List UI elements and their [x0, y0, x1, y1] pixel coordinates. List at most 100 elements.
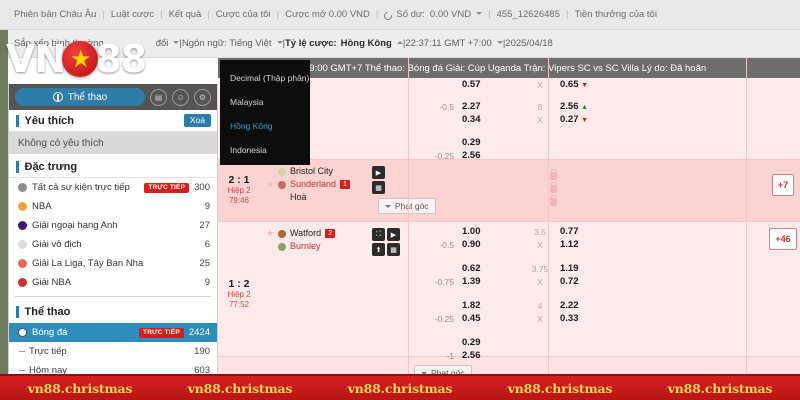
sidebar-item-today[interactable]: Hôm nay 603 [9, 361, 217, 379]
more-markets-cell[interactable]: +7 [766, 160, 800, 209]
odd-away[interactable]: 2.56 ▲ [560, 101, 589, 112]
corner-bets-button[interactable]: Phạt góc [378, 198, 436, 214]
more-markets-badge[interactable]: +46 [769, 228, 797, 250]
sidebar-item-live[interactable]: Trực tiếp 190 [9, 342, 217, 361]
odds-line[interactable]: -0.25 0.45 X 0.33 [408, 312, 698, 325]
odds-line[interactable]: 0.34 X 0.27 ▼ [408, 113, 698, 126]
match-row[interactable]: 2 : 1 Hiệp 2 79:46 Bristol City ★ Sunder… [218, 160, 800, 222]
odd-home[interactable]: 0.29 [462, 137, 481, 148]
sidebar-header: Thể thao ▤ ☺ ⚙ [9, 84, 217, 110]
handicap: -0.5 [439, 239, 454, 250]
odds-line[interactable]: -0.25 2.56 [408, 149, 698, 162]
odd-home[interactable]: 0.90 [462, 239, 481, 250]
odds-format-value[interactable]: Hồng Kông [340, 38, 392, 49]
sidebar-item-football[interactable]: Bóng đá TRỰC TIẾP 2424 [9, 323, 217, 342]
promo-text: vn88.christmas [667, 380, 773, 396]
link-results[interactable]: Kết quả [168, 9, 202, 20]
sidebar-item-nba-league[interactable]: Giải NBA 9 [9, 273, 217, 292]
stats-matrix-icon[interactable]: ▦ [372, 181, 385, 194]
odd-home[interactable]: 0.57 [462, 79, 481, 90]
odds-line[interactable]: -0.75 1.39 X 0.72 [408, 275, 698, 288]
sort-label[interactable]: Sắp xếp bình thường [14, 38, 104, 49]
odd-home[interactable]: 1.00 [462, 226, 481, 237]
odds-line[interactable]: 0.62 3.75 1.19 [408, 262, 698, 275]
match-media-buttons[interactable]: ⛶ ▶ ⬆ ▦ [372, 228, 402, 256]
odd-away[interactable]: 1.19 [560, 263, 579, 274]
chevron-down-icon[interactable] [476, 12, 483, 15]
dropdown-option-indonesia[interactable]: Indonesia [230, 145, 267, 155]
odd-home[interactable]: 0.34 [462, 114, 481, 125]
link-my-bonus[interactable]: Tiền thưởng của tôi [574, 9, 657, 20]
odds-line[interactable]: 0.29 [408, 336, 698, 349]
favourite-star-icon[interactable]: ★ [266, 179, 275, 189]
stats-matrix-icon[interactable]: ▦ [387, 243, 400, 256]
odds-line[interactable]: -0.5 0.90 X 1.12 [408, 238, 698, 251]
odd-home[interactable]: 0.62 [462, 263, 481, 274]
chevron-down-icon[interactable] [496, 41, 503, 44]
odds-line[interactable]: 0.57 X 0.65 ▼ [408, 78, 698, 91]
odd-away[interactable]: 0.27 ▼ [560, 114, 589, 125]
odds-format-dropdown[interactable]: Decimal (Thập phân) Malaysia Hồng Kông I… [220, 60, 310, 165]
odd-home[interactable]: 2.27 [462, 101, 481, 112]
sidebar-item-la-liga[interactable]: Giải La Liga, Tây Ban Nha 25 [9, 254, 217, 273]
odd-away[interactable]: 2.22 [560, 300, 579, 311]
odd-away[interactable]: 0.33 [560, 313, 579, 324]
match-row[interactable]: 1 : 2 Hiệp 2 77:52 ★ Watford 2 Burnley ⛶ [218, 222, 800, 376]
link-my-bets[interactable]: Cược của tôi [215, 9, 271, 20]
animation-icon[interactable]: ⬆ [372, 243, 385, 256]
more-markets-cell[interactable]: +46 [766, 222, 800, 376]
sidebar-item-all-live[interactable]: Tất cả sự kiện trực tiếp TRỰC TIẾP 300 [9, 178, 217, 197]
clear-favourites-button[interactable]: Xoá [183, 114, 211, 127]
odds-line[interactable]: -0.5 2.27 8 2.56 ▲ [408, 100, 698, 113]
person-icon[interactable]: ☺ [172, 88, 189, 106]
more-markets-badge[interactable]: +7 [771, 173, 795, 196]
odd-home[interactable]: 1.82 [462, 300, 481, 311]
odds-line[interactable]: 0.29 [408, 136, 698, 149]
arrow-down-icon: ▼ [581, 82, 589, 89]
chevron-up-icon[interactable] [396, 41, 403, 44]
list-icon[interactable]: ▤ [150, 88, 167, 106]
sports-title: Thể thao [24, 306, 71, 318]
pitch-view-icon[interactable]: ⛶ [372, 228, 385, 241]
video-stream-icon[interactable]: ▶ [387, 228, 400, 241]
odd-home[interactable]: 1.39 [462, 276, 481, 287]
odds-line[interactable]: 1.00 3.5 0.77 [408, 225, 698, 238]
refresh-icon[interactable] [382, 9, 394, 22]
odds-line[interactable]: 1.82 4 2.22 [408, 299, 698, 312]
sidebar-item-nba[interactable]: NBA 9 [9, 197, 217, 216]
sidebar-item-championship[interactable]: Giải vô địch 6 [9, 235, 217, 254]
team-home-line: Bristol City [266, 165, 408, 178]
announcement-text: 19:00 GMT+7 Thể thao: Bóng đá Giải: Cúp … [304, 62, 707, 74]
odds-line[interactable]: -1 2.56 [408, 349, 698, 362]
link-bet-rules[interactable]: Luật cược [110, 9, 155, 20]
dropdown-option-malaysia[interactable]: Malaysia [230, 97, 264, 107]
gear-icon[interactable]: ⚙ [194, 88, 211, 106]
dropdown-option-hongkong[interactable]: Hồng Kông [230, 121, 273, 131]
match-media-buttons[interactable]: ▶ ▦ [372, 166, 402, 194]
vn88-logo[interactable]: VN ★ 88 [6, 40, 147, 78]
video-stream-icon[interactable]: ▶ [372, 166, 385, 179]
favourite-star-icon[interactable]: ★ [266, 228, 275, 238]
odd-away[interactable]: 0.77 [560, 226, 579, 237]
balance-label: Số dư: [396, 9, 425, 20]
promo-banner[interactable]: vn88.christmas vn88.christmas vn88.chris… [0, 374, 800, 400]
chevron-down-icon[interactable] [173, 41, 180, 44]
odd-home[interactable]: 0.29 [462, 337, 481, 348]
odd-home[interactable]: 0.45 [462, 313, 481, 324]
sidebar-tab-sports[interactable]: Thể thao [15, 88, 145, 106]
dropdown-option-decimal[interactable]: Decimal (Thập phân) [230, 73, 310, 83]
sidebar-item-premier-league[interactable]: Giải ngoại hạng Anh 27 [9, 216, 217, 235]
change-label[interactable]: đổi [155, 38, 169, 49]
odd-away[interactable]: 1.12 [560, 239, 579, 250]
language-selector[interactable]: Ngôn ngữ: Tiếng Việt [181, 38, 272, 49]
link-european-version[interactable]: Phiên bản Châu Âu [14, 9, 97, 20]
odd-home[interactable]: 2.56 [462, 150, 481, 161]
chevron-down-icon[interactable] [276, 41, 283, 44]
link-open-bets[interactable]: Cược mở 0.00 VND [285, 9, 370, 20]
odd-home[interactable]: 2.56 [462, 350, 481, 361]
favourite-star-icon[interactable] [266, 165, 274, 178]
odd-away[interactable]: 0.72 [560, 276, 579, 287]
corner-bets-button[interactable]: Phạt góc [414, 365, 472, 376]
odd-away[interactable]: 0.65 ▼ [560, 79, 589, 90]
odd-mid: X [537, 239, 543, 250]
